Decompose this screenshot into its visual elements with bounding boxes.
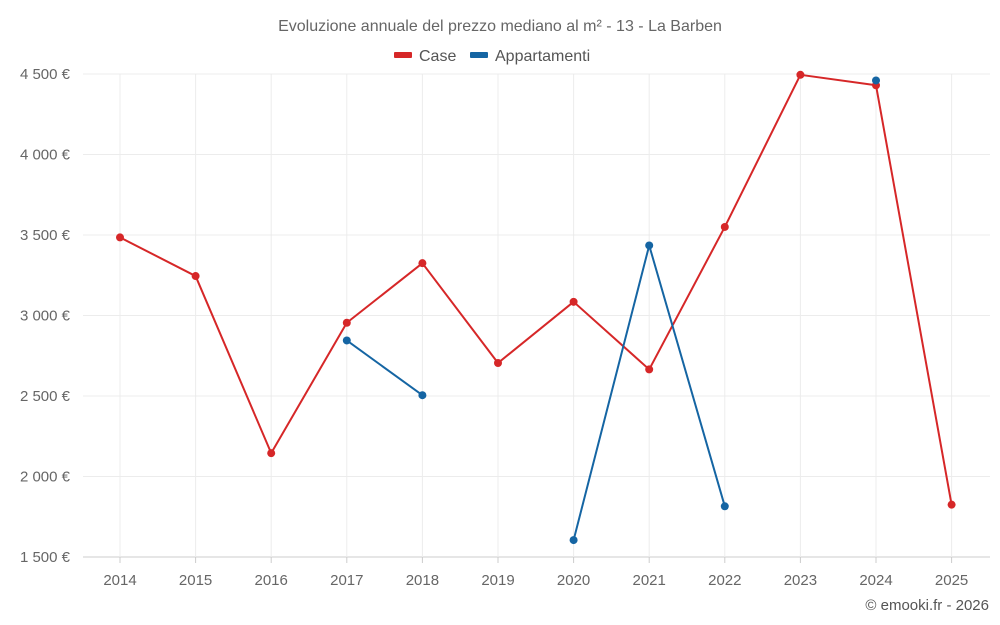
series-line-case [119, 73, 953, 506]
legend-swatch-appartamenti [470, 52, 488, 58]
legend-label-appartamenti: Appartamenti [495, 48, 590, 65]
y-tick-label: 4 500 € [20, 66, 71, 83]
y-tick-label: 3 500 € [20, 227, 71, 244]
legend-item-appartamenti[interactable]: Appartamenti [470, 48, 590, 65]
y-tick-label: 2 500 € [20, 388, 71, 405]
series-case [116, 70, 956, 509]
y-tick-label: 2 000 € [20, 469, 71, 486]
data-point-case-2016[interactable] [267, 449, 276, 458]
data-point-case-2021[interactable] [645, 365, 654, 374]
data-point-case-2025[interactable] [947, 500, 956, 509]
data-point-appartamenti-2021[interactable] [645, 241, 654, 250]
data-point-case-2017[interactable] [342, 318, 351, 327]
legend: Case Appartamenti [394, 48, 590, 65]
x-tick-label: 2018 [406, 572, 439, 589]
series-line-appartamenti [345, 339, 424, 397]
series-appartamenti [342, 76, 880, 545]
x-tick-label: 2015 [179, 572, 212, 589]
credit-text: © emooki.fr - 2026 [865, 597, 989, 614]
x-tick-label: 2014 [103, 572, 136, 589]
data-point-case-2015[interactable] [191, 272, 200, 281]
data-point-case-2019[interactable] [494, 358, 502, 367]
x-tick-label: 2019 [481, 572, 514, 589]
legend-label-case: Case [419, 48, 456, 65]
x-tick-label: 2017 [330, 572, 363, 589]
data-point-case-2018[interactable] [418, 259, 427, 268]
chart-title: Evoluzione annuale del prezzo mediano al… [278, 18, 722, 35]
y-tick-label: 1 500 € [20, 549, 71, 566]
x-tick-label: 2025 [935, 572, 968, 589]
x-tick-label: 2021 [633, 572, 666, 589]
grid [83, 73, 990, 558]
y-tick-label: 4 000 € [20, 147, 71, 164]
x-tick-label: 2024 [859, 572, 892, 589]
legend-swatch-case [394, 52, 412, 58]
x-tick-label: 2022 [708, 572, 741, 589]
data-point-case-2023[interactable] [796, 70, 805, 79]
axes: 1 500 € 2 000 € 2 500 € 3 000 € 3 500 € 4 000… [20, 66, 968, 589]
data-point-case-2022[interactable] [720, 222, 729, 231]
data-point-appartamenti-2018[interactable] [418, 391, 427, 400]
series-layer [116, 70, 956, 545]
legend-item-case[interactable]: Case [394, 48, 456, 65]
data-point-appartamenti-2017[interactable] [342, 336, 351, 345]
x-tick-label: 2020 [557, 572, 590, 589]
data-point-case-2014[interactable] [116, 233, 124, 242]
data-point-appartamenti-2024[interactable] [872, 76, 880, 85]
data-point-appartamenti-2020[interactable] [569, 536, 578, 545]
data-point-case-2020[interactable] [569, 297, 578, 306]
x-tick-label: 2023 [784, 572, 817, 589]
x-tick-label: 2016 [255, 572, 288, 589]
y-tick-label: 3 000 € [20, 308, 71, 325]
data-point-appartamenti-2022[interactable] [720, 502, 729, 511]
